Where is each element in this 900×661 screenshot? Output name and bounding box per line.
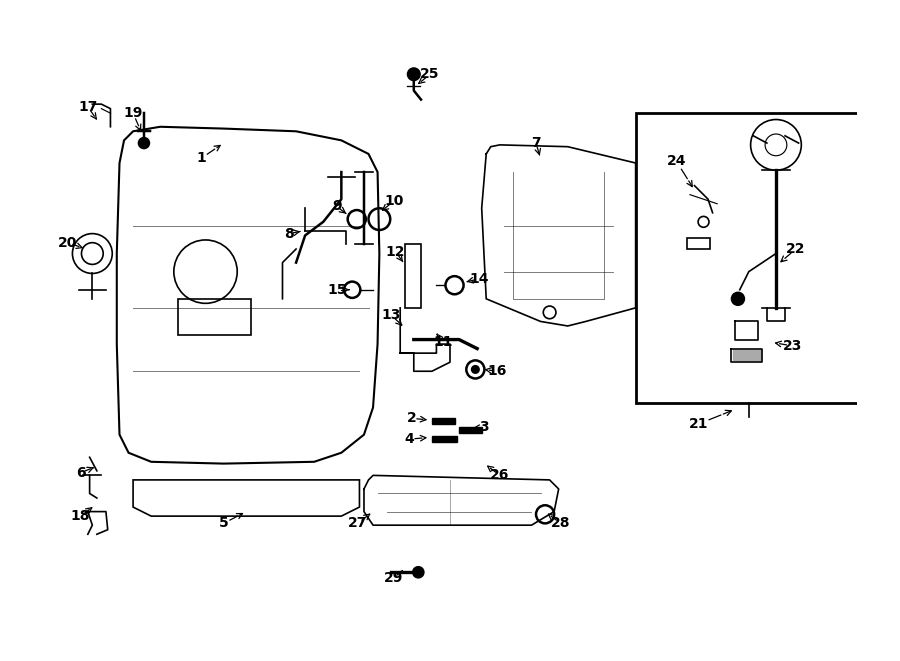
Bar: [178, 299, 251, 335]
Text: 26: 26: [491, 469, 509, 483]
Text: 5: 5: [219, 516, 229, 530]
Text: 28: 28: [551, 516, 571, 530]
Polygon shape: [733, 350, 760, 360]
Text: 27: 27: [348, 516, 367, 530]
Text: 18: 18: [71, 509, 90, 523]
Circle shape: [471, 365, 480, 374]
Text: 3: 3: [480, 420, 490, 434]
Text: 24: 24: [667, 154, 686, 168]
Text: 15: 15: [327, 283, 346, 297]
Bar: [688, 238, 710, 249]
Polygon shape: [432, 436, 457, 442]
Text: 20: 20: [58, 236, 77, 250]
Text: 13: 13: [382, 308, 400, 322]
Text: 6: 6: [76, 465, 86, 480]
Text: 8: 8: [284, 227, 293, 241]
Text: 7: 7: [531, 136, 541, 150]
Text: 29: 29: [384, 570, 403, 585]
Polygon shape: [432, 418, 454, 424]
Circle shape: [139, 137, 149, 149]
Text: 2: 2: [407, 411, 417, 425]
Text: 10: 10: [384, 194, 403, 208]
Text: 11: 11: [433, 335, 453, 349]
Text: 4: 4: [404, 432, 414, 446]
Text: 17: 17: [78, 100, 97, 114]
Text: 25: 25: [420, 67, 440, 81]
Text: 14: 14: [469, 272, 489, 286]
Circle shape: [408, 68, 420, 81]
Text: 16: 16: [488, 364, 507, 378]
Text: 12: 12: [386, 245, 405, 258]
Text: 21: 21: [689, 417, 709, 431]
Circle shape: [731, 292, 745, 306]
Text: 19: 19: [123, 106, 143, 120]
Bar: [635, 113, 867, 403]
Text: 23: 23: [783, 339, 802, 353]
Polygon shape: [459, 428, 482, 433]
Text: 22: 22: [786, 242, 806, 256]
Text: 1: 1: [196, 151, 206, 165]
Text: 9: 9: [332, 200, 342, 214]
Circle shape: [412, 566, 425, 578]
Bar: [405, 245, 421, 308]
